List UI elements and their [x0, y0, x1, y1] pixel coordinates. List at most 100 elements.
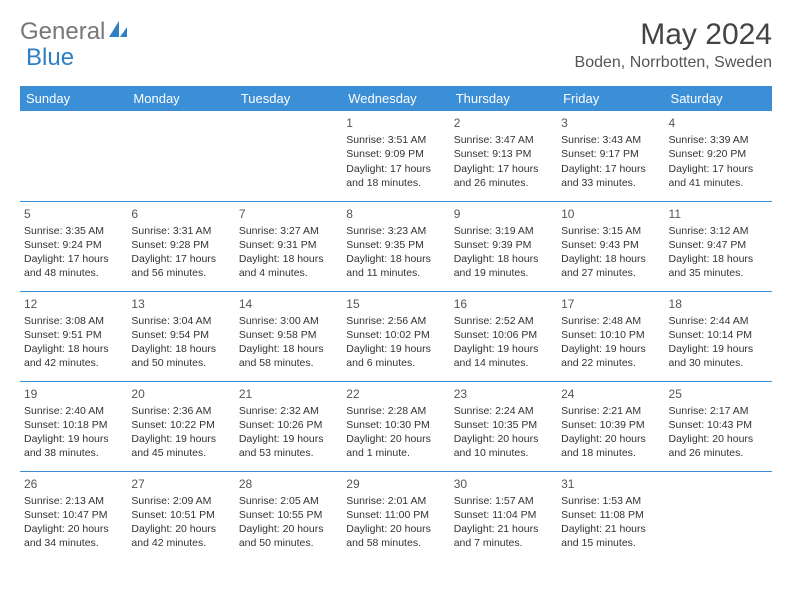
day-info-line: Sunset: 10:06 PM — [454, 328, 553, 342]
day-header: Monday — [127, 86, 234, 111]
day-info-line: Sunset: 9:09 PM — [346, 147, 445, 161]
day-info-line: Sunrise: 2:13 AM — [24, 494, 123, 508]
day-info-line: and 7 minutes. — [454, 536, 553, 550]
day-info-line: Daylight: 20 hours — [131, 522, 230, 536]
day-info-line: and 19 minutes. — [454, 266, 553, 280]
day-info-line: Sunrise: 2:24 AM — [454, 404, 553, 418]
day-info-line: Sunset: 11:08 PM — [561, 508, 660, 522]
day-info-line: Daylight: 18 hours — [239, 342, 338, 356]
day-info-line: Sunrise: 3:15 AM — [561, 224, 660, 238]
day-info-line: Sunrise: 3:19 AM — [454, 224, 553, 238]
day-number: 30 — [454, 476, 553, 492]
day-info-line: and 35 minutes. — [669, 266, 768, 280]
day-info-line: Sunrise: 3:23 AM — [346, 224, 445, 238]
day-info-line: Sunrise: 2:01 AM — [346, 494, 445, 508]
day-info-line: Sunset: 9:47 PM — [669, 238, 768, 252]
day-number: 12 — [24, 296, 123, 312]
calendar-cell: 7Sunrise: 3:27 AMSunset: 9:31 PMDaylight… — [235, 201, 342, 291]
day-info-line: Sunrise: 2:28 AM — [346, 404, 445, 418]
day-info-line: Sunset: 10:55 PM — [239, 508, 338, 522]
calendar-cell-empty — [665, 471, 772, 561]
day-info-line: Sunset: 9:13 PM — [454, 147, 553, 161]
day-info-line: and 42 minutes. — [131, 536, 230, 550]
logo-text-blue: Blue — [26, 44, 74, 72]
day-info-line: Sunset: 9:28 PM — [131, 238, 230, 252]
calendar-cell: 4Sunrise: 3:39 AMSunset: 9:20 PMDaylight… — [665, 111, 772, 201]
day-info-line: Sunrise: 2:17 AM — [669, 404, 768, 418]
day-info-line: Sunset: 9:20 PM — [669, 147, 768, 161]
day-info-line: Daylight: 20 hours — [669, 432, 768, 446]
day-number: 8 — [346, 206, 445, 222]
day-info-line: Daylight: 17 hours — [131, 252, 230, 266]
day-info-line: Sunset: 10:02 PM — [346, 328, 445, 342]
day-info-line: and 26 minutes. — [669, 446, 768, 460]
day-info-line: Sunrise: 1:53 AM — [561, 494, 660, 508]
day-number: 19 — [24, 386, 123, 402]
day-info-line: Daylight: 19 hours — [131, 432, 230, 446]
month-year: May 2024 — [575, 18, 772, 52]
day-number: 23 — [454, 386, 553, 402]
day-info-line: Sunset: 9:35 PM — [346, 238, 445, 252]
day-info-line: Daylight: 18 hours — [669, 252, 768, 266]
day-info-line: Sunset: 11:04 PM — [454, 508, 553, 522]
day-info-line: Sunrise: 3:39 AM — [669, 133, 768, 147]
day-info-line: Daylight: 19 hours — [239, 432, 338, 446]
day-info-line: Sunset: 11:00 PM — [346, 508, 445, 522]
day-number: 17 — [561, 296, 660, 312]
calendar-cell: 22Sunrise: 2:28 AMSunset: 10:30 PMDaylig… — [342, 381, 449, 471]
day-info-line: and 15 minutes. — [561, 536, 660, 550]
calendar-cell: 10Sunrise: 3:15 AMSunset: 9:43 PMDayligh… — [557, 201, 664, 291]
calendar-head: SundayMondayTuesdayWednesdayThursdayFrid… — [20, 86, 772, 111]
day-number: 24 — [561, 386, 660, 402]
calendar-cell: 12Sunrise: 3:08 AMSunset: 9:51 PMDayligh… — [20, 291, 127, 381]
day-info-line: Sunset: 10:14 PM — [669, 328, 768, 342]
day-info-line: Daylight: 17 hours — [346, 162, 445, 176]
day-info-line: Daylight: 17 hours — [454, 162, 553, 176]
day-info-line: Daylight: 18 hours — [454, 252, 553, 266]
day-number: 28 — [239, 476, 338, 492]
day-info-line: and 34 minutes. — [24, 536, 123, 550]
day-number: 15 — [346, 296, 445, 312]
day-info-line: Sunrise: 2:09 AM — [131, 494, 230, 508]
day-info-line: and 38 minutes. — [24, 446, 123, 460]
day-info-line: Sunrise: 3:12 AM — [669, 224, 768, 238]
calendar-cell: 28Sunrise: 2:05 AMSunset: 10:55 PMDaylig… — [235, 471, 342, 561]
day-header: Thursday — [450, 86, 557, 111]
day-info-line: Daylight: 19 hours — [24, 432, 123, 446]
calendar-cell: 18Sunrise: 2:44 AMSunset: 10:14 PMDaylig… — [665, 291, 772, 381]
day-info-line: Sunrise: 3:08 AM — [24, 314, 123, 328]
day-info-line: and 11 minutes. — [346, 266, 445, 280]
day-number: 1 — [346, 115, 445, 131]
calendar-cell: 1Sunrise: 3:51 AMSunset: 9:09 PMDaylight… — [342, 111, 449, 201]
calendar-cell: 23Sunrise: 2:24 AMSunset: 10:35 PMDaylig… — [450, 381, 557, 471]
calendar-cell: 27Sunrise: 2:09 AMSunset: 10:51 PMDaylig… — [127, 471, 234, 561]
calendar-cell: 13Sunrise: 3:04 AMSunset: 9:54 PMDayligh… — [127, 291, 234, 381]
day-info-line: Sunrise: 3:35 AM — [24, 224, 123, 238]
day-info-line: and 48 minutes. — [24, 266, 123, 280]
day-number: 25 — [669, 386, 768, 402]
day-info-line: Sunset: 9:17 PM — [561, 147, 660, 161]
day-info-line: Daylight: 18 hours — [239, 252, 338, 266]
day-number: 4 — [669, 115, 768, 131]
day-info-line: and 56 minutes. — [131, 266, 230, 280]
day-number: 3 — [561, 115, 660, 131]
day-info-line: Sunset: 9:39 PM — [454, 238, 553, 252]
calendar-cell: 17Sunrise: 2:48 AMSunset: 10:10 PMDaylig… — [557, 291, 664, 381]
day-info-line: Sunset: 9:43 PM — [561, 238, 660, 252]
location: Boden, Norrbotten, Sweden — [575, 54, 772, 72]
day-info-line: and 27 minutes. — [561, 266, 660, 280]
calendar-cell: 21Sunrise: 2:32 AMSunset: 10:26 PMDaylig… — [235, 381, 342, 471]
day-info-line: Sunset: 10:30 PM — [346, 418, 445, 432]
calendar-cell-empty — [20, 111, 127, 201]
day-info-line: Daylight: 19 hours — [669, 342, 768, 356]
day-info-line: and 33 minutes. — [561, 176, 660, 190]
day-info-line: Sunset: 10:47 PM — [24, 508, 123, 522]
day-info-line: Sunrise: 3:27 AM — [239, 224, 338, 238]
day-info-line: and 22 minutes. — [561, 356, 660, 370]
day-number: 22 — [346, 386, 445, 402]
day-number: 7 — [239, 206, 338, 222]
calendar-row: 26Sunrise: 2:13 AMSunset: 10:47 PMDaylig… — [20, 471, 772, 561]
day-info-line: and 41 minutes. — [669, 176, 768, 190]
day-info-line: Sunset: 10:18 PM — [24, 418, 123, 432]
calendar-cell: 30Sunrise: 1:57 AMSunset: 11:04 PMDaylig… — [450, 471, 557, 561]
